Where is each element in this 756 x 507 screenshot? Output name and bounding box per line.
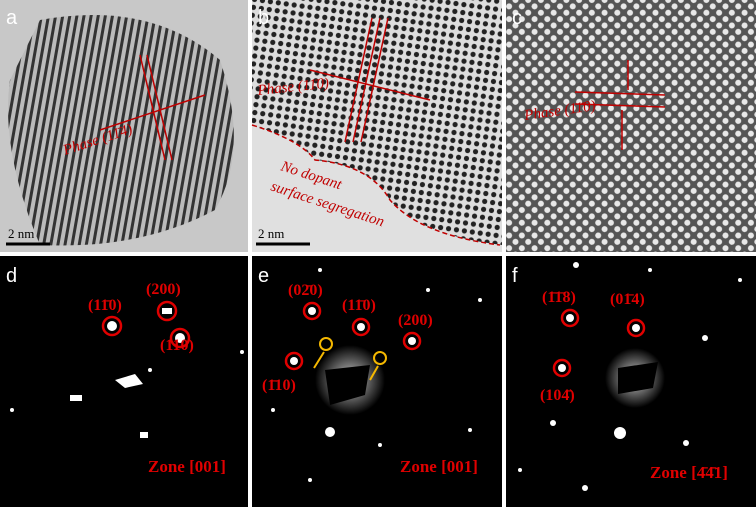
- panel-f: f (1̄1̄8) (01̄4) (104̄) Zone [4̄4̄1]: [506, 256, 756, 507]
- panel-a: a Phase (11̄4) 2 nm: [0, 0, 248, 252]
- zone-label: Zone [4̄4̄1]: [650, 463, 728, 482]
- scale-label: 2 nm: [258, 226, 284, 241]
- panel-label: d: [6, 265, 17, 287]
- miller-index: (110): [160, 337, 194, 354]
- miller-index: (1̄1̄8): [542, 289, 576, 306]
- zone-label: Zone [001]: [400, 457, 478, 476]
- panel-c: c Phase (11̄0): [506, 0, 756, 252]
- panel-label: c: [512, 7, 522, 29]
- phase-label: Phase (11̄0): [256, 76, 330, 100]
- zone-label: Zone [001]: [148, 457, 226, 476]
- miller-index: (11̄0): [88, 297, 122, 314]
- miller-index: (1̄10): [262, 377, 296, 394]
- miller-index: (02̄0): [288, 282, 323, 299]
- panel-label: a: [6, 7, 18, 29]
- panel-label: f: [512, 265, 518, 287]
- panel-label: b: [258, 7, 269, 29]
- miller-index: (01̄4): [610, 291, 645, 308]
- panel-b: b Phase (11̄0) No dopant surface segrega…: [251, 0, 502, 252]
- miller-index: (200): [146, 281, 181, 298]
- panel-label: e: [258, 265, 269, 287]
- miller-index: (11̄0): [342, 297, 376, 314]
- scale-label: 2 nm: [8, 226, 34, 241]
- miller-index: (200): [398, 312, 433, 329]
- miller-index: (104̄): [540, 387, 575, 404]
- panel-e: e (02̄0) (11̄0) (200) (1̄10) Zone [001]: [252, 256, 502, 507]
- panel-d: d (11̄0) (200) (110) Zone [001]: [0, 256, 248, 507]
